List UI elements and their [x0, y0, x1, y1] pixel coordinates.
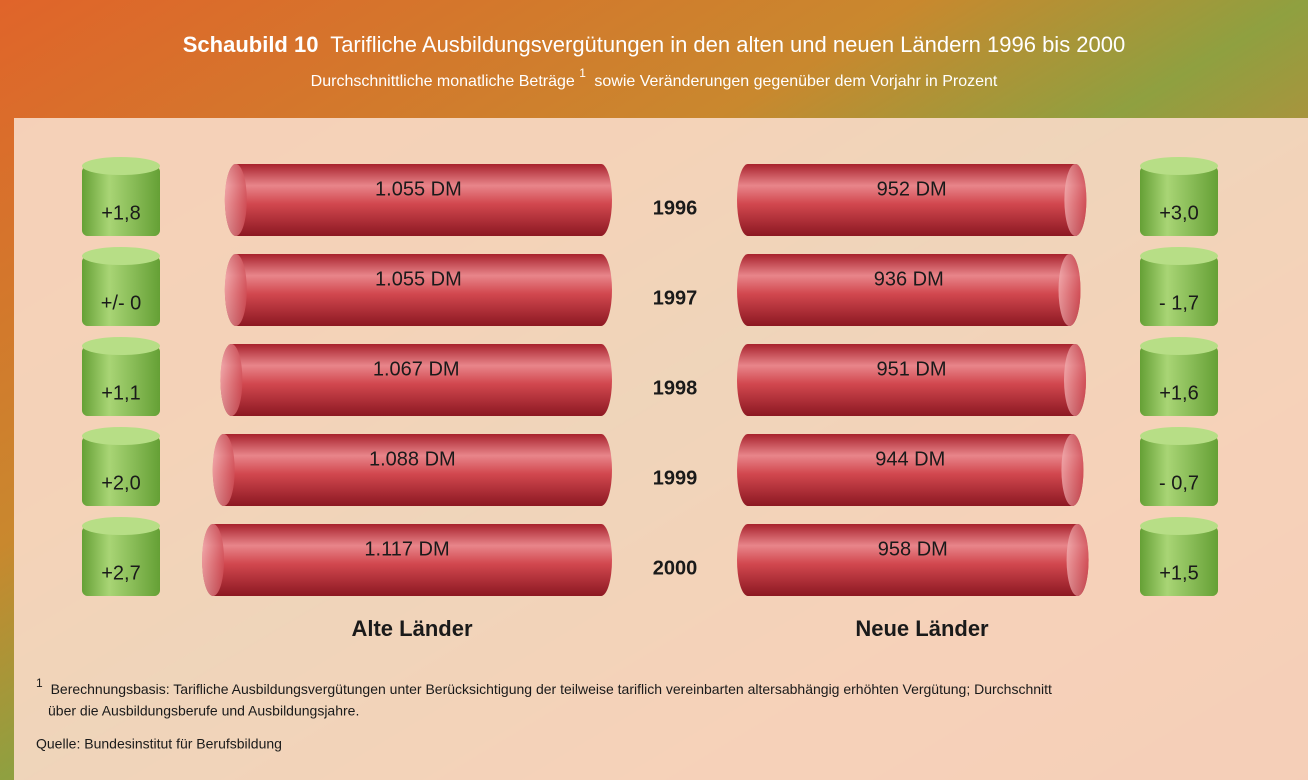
change-shade — [82, 166, 160, 236]
footnote-line: Berechnungsbasis: Tarifliche Ausbildungs… — [51, 681, 1052, 697]
value-label: 952 DM — [877, 178, 947, 200]
change-label: +1,8 — [101, 202, 140, 224]
change-shade — [1140, 526, 1218, 596]
bar-cap — [220, 344, 242, 416]
year-label: 1999 — [653, 467, 698, 489]
subtitle-text: Durchschnittliche monatliche Beträge — [311, 73, 575, 90]
change-label: - 0,7 — [1159, 472, 1199, 494]
source: Quelle: Bundesinstitut für Berufsbildung — [36, 736, 282, 752]
change-shade — [1140, 166, 1218, 236]
footnote-ref: 1 — [579, 66, 586, 80]
year-label: 1996 — [653, 197, 698, 219]
change-shade — [82, 346, 160, 416]
value-label: 1.055 DM — [375, 268, 462, 290]
bar-cap — [1064, 164, 1086, 236]
value-label: 944 DM — [875, 448, 945, 470]
value-label: 1.055 DM — [375, 178, 462, 200]
change-shade — [82, 526, 160, 596]
change-shade — [1140, 346, 1218, 416]
change-label: +1,6 — [1159, 382, 1198, 404]
year-label: 2000 — [653, 557, 698, 579]
value-label: 1.117 DM — [364, 538, 449, 560]
year-label: 1998 — [653, 377, 698, 399]
change-top — [1140, 427, 1218, 445]
change-label: +/- 0 — [101, 292, 142, 314]
change-top — [82, 517, 160, 535]
change-top — [82, 247, 160, 265]
value-label: 958 DM — [878, 538, 948, 560]
value-label: 951 DM — [876, 358, 946, 380]
change-label: - 1,7 — [1159, 292, 1199, 314]
change-shade — [1140, 436, 1218, 506]
bar-cap — [202, 524, 224, 596]
change-top — [82, 337, 160, 355]
bar-cap — [1061, 434, 1083, 506]
bar-cap — [225, 164, 247, 236]
change-label: +2,0 — [101, 472, 140, 494]
change-top — [82, 157, 160, 175]
change-top — [82, 427, 160, 445]
bar-cap — [1067, 524, 1089, 596]
value-label: 1.088 DM — [369, 448, 456, 470]
year-label: 1997 — [653, 287, 698, 309]
change-top — [1140, 247, 1218, 265]
change-shade — [82, 256, 160, 326]
change-top — [1140, 337, 1218, 355]
change-label: +3,0 — [1159, 202, 1198, 224]
title-text: Tarifliche Ausbildungsvergütungen in den… — [330, 32, 1125, 57]
change-label: +2,7 — [101, 562, 140, 584]
change-label: +1,5 — [1159, 562, 1198, 584]
value-label: 1.067 DM — [373, 358, 460, 380]
legend-label: Neue Länder — [855, 616, 989, 641]
subtitle-text: sowie Veränderungen gegenüber dem Vorjah… — [594, 73, 997, 90]
value-label: 936 DM — [874, 268, 944, 290]
title-label: Schaubild 10 — [183, 32, 319, 57]
change-top — [1140, 517, 1218, 535]
bar-cap — [1064, 344, 1086, 416]
bar-cap — [1059, 254, 1081, 326]
bar-cap — [225, 254, 247, 326]
chart: Schaubild 10 Tarifliche Ausbildungsvergü… — [0, 0, 1308, 780]
change-shade — [1140, 256, 1218, 326]
change-label: +1,1 — [101, 382, 140, 404]
change-top — [1140, 157, 1218, 175]
chart-title: Schaubild 10 Tarifliche Ausbildungsvergü… — [183, 32, 1126, 57]
change-shade — [82, 436, 160, 506]
footnote-mark: 1 — [36, 676, 43, 690]
footnote-line: über die Ausbildungsberufe und Ausbildun… — [48, 703, 359, 719]
legend-label: Alte Länder — [351, 616, 472, 641]
bar-cap — [213, 434, 235, 506]
